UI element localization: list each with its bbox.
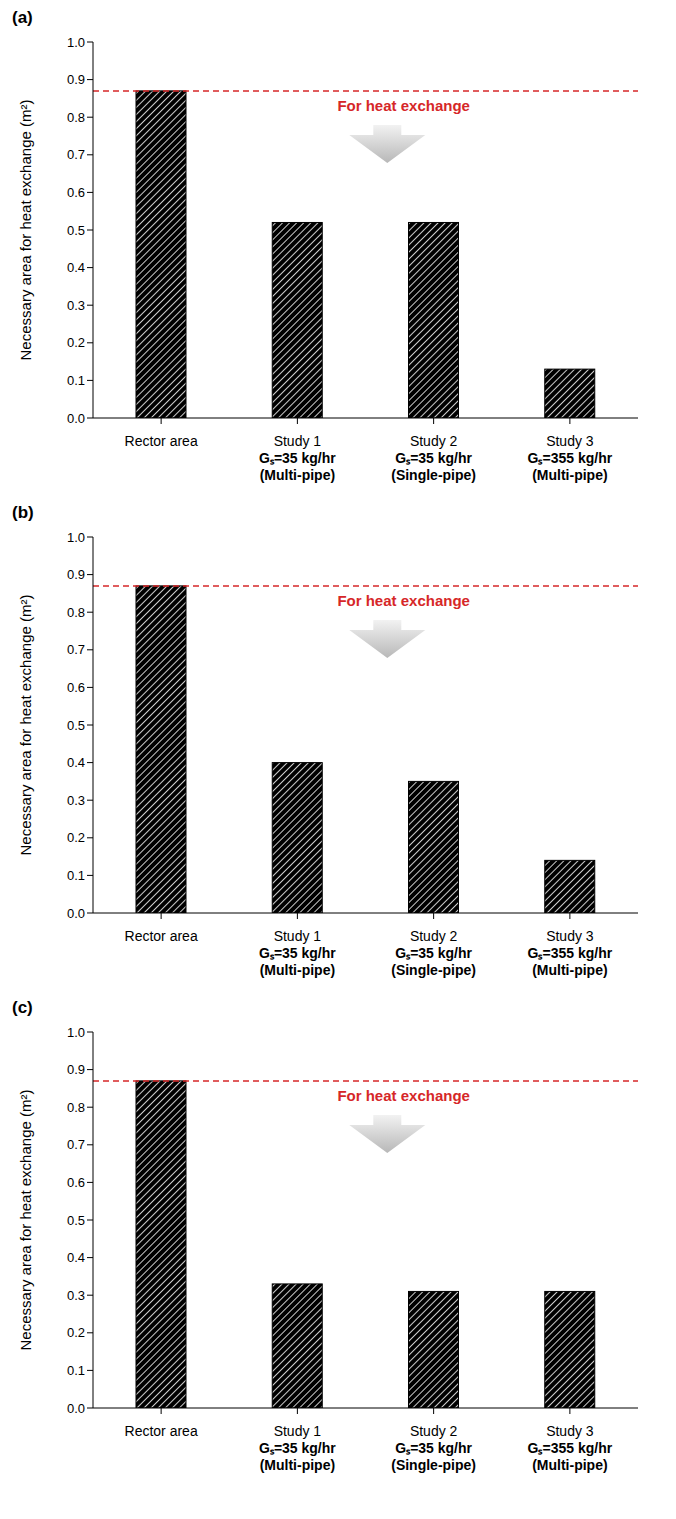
html-text:(b): (b) xyxy=(12,503,34,522)
svg-text:0.0: 0.0 xyxy=(67,906,85,921)
svg-text:0.2: 0.2 xyxy=(67,830,85,845)
svg-text:Study 3: Study 3 xyxy=(546,928,594,944)
svg-text:Study 1: Study 1 xyxy=(274,928,322,944)
svg-text:Gₛ=355 kg/hr: Gₛ=355 kg/hr xyxy=(528,945,613,961)
svg-text:Study 3: Study 3 xyxy=(546,433,594,449)
svg-text:0.3: 0.3 xyxy=(67,1288,85,1303)
svg-text:0.9: 0.9 xyxy=(67,1062,85,1077)
svg-text:Study 2: Study 2 xyxy=(410,928,458,944)
svg-text:0.1: 0.1 xyxy=(67,868,85,883)
svg-text:0.0: 0.0 xyxy=(67,411,85,426)
svg-text:0.7: 0.7 xyxy=(67,642,85,657)
svg-text:Gₛ=355 kg/hr: Gₛ=355 kg/hr xyxy=(528,1440,613,1456)
svg-text:Gₛ=35 kg/hr: Gₛ=35 kg/hr xyxy=(395,945,472,961)
svg-text:0.4: 0.4 xyxy=(67,260,85,275)
svg-text:Necessary area for heat exchan: Necessary area for heat exchange (m²) xyxy=(17,100,34,361)
svg-text:For heat exchange: For heat exchange xyxy=(337,592,470,609)
svg-text:Rector area: Rector area xyxy=(125,433,198,449)
svg-text:(Multi-pipe): (Multi-pipe) xyxy=(532,1457,607,1473)
svg-text:0.5: 0.5 xyxy=(67,718,85,733)
svg-text:0.9: 0.9 xyxy=(67,72,85,87)
svg-text:(Multi-pipe): (Multi-pipe) xyxy=(260,962,335,978)
svg-text:Gₛ=35 kg/hr: Gₛ=35 kg/hr xyxy=(395,1440,472,1456)
svg-text:Study 1: Study 1 xyxy=(274,1423,322,1439)
svg-text:Rector area: Rector area xyxy=(125,928,198,944)
svg-text:Gₛ=35 kg/hr: Gₛ=35 kg/hr xyxy=(259,1440,336,1456)
svg-text:For heat exchange: For heat exchange xyxy=(337,1087,470,1104)
svg-text:(Single-pipe): (Single-pipe) xyxy=(391,1457,476,1473)
svg-text:For heat exchange: For heat exchange xyxy=(337,97,470,114)
svg-text:0.1: 0.1 xyxy=(67,373,85,388)
svg-text:Gₛ=35 kg/hr: Gₛ=35 kg/hr xyxy=(395,450,472,466)
svg-text:0.5: 0.5 xyxy=(67,223,85,238)
svg-text:Study 2: Study 2 xyxy=(410,433,458,449)
svg-text:1.0: 1.0 xyxy=(67,530,85,545)
svg-text:0.2: 0.2 xyxy=(67,1325,85,1340)
svg-text:0.1: 0.1 xyxy=(67,1363,85,1378)
svg-text:Gₛ=35 kg/hr: Gₛ=35 kg/hr xyxy=(259,450,336,466)
svg-text:Necessary area for heat exchan: Necessary area for heat exchange (m²) xyxy=(17,1090,34,1351)
svg-text:(Multi-pipe): (Multi-pipe) xyxy=(532,962,607,978)
svg-text:0.6: 0.6 xyxy=(67,1175,85,1190)
html-text:(c): (c) xyxy=(12,998,33,1017)
svg-text:(Multi-pipe): (Multi-pipe) xyxy=(260,1457,335,1473)
svg-text:Study 2: Study 2 xyxy=(410,1423,458,1439)
svg-text:0.0: 0.0 xyxy=(67,1401,85,1416)
svg-text:Necessary area for heat exchan: Necessary area for heat exchange (m²) xyxy=(17,595,34,856)
svg-text:Gₛ=35 kg/hr: Gₛ=35 kg/hr xyxy=(259,945,336,961)
svg-text:Gₛ=355 kg/hr: Gₛ=355 kg/hr xyxy=(528,450,613,466)
svg-text:0.8: 0.8 xyxy=(67,1100,85,1115)
svg-text:0.2: 0.2 xyxy=(67,335,85,350)
html-text:(a): (a) xyxy=(12,8,33,27)
svg-text:1.0: 1.0 xyxy=(67,35,85,50)
svg-text:0.6: 0.6 xyxy=(67,680,85,695)
svg-text:(Single-pipe): (Single-pipe) xyxy=(391,962,476,978)
svg-text:0.7: 0.7 xyxy=(67,1137,85,1152)
svg-text:Rector area: Rector area xyxy=(125,1423,198,1439)
svg-text:1.0: 1.0 xyxy=(67,1025,85,1040)
svg-text:0.9: 0.9 xyxy=(67,567,85,582)
svg-text:(Multi-pipe): (Multi-pipe) xyxy=(260,467,335,483)
svg-text:0.3: 0.3 xyxy=(67,298,85,313)
svg-text:0.8: 0.8 xyxy=(67,110,85,125)
svg-text:0.4: 0.4 xyxy=(67,755,85,770)
svg-text:0.3: 0.3 xyxy=(67,793,85,808)
svg-text:0.7: 0.7 xyxy=(67,147,85,162)
svg-text:0.6: 0.6 xyxy=(67,185,85,200)
svg-text:0.4: 0.4 xyxy=(67,1250,85,1265)
svg-text:(Multi-pipe): (Multi-pipe) xyxy=(532,467,607,483)
svg-text:0.8: 0.8 xyxy=(67,605,85,620)
svg-text:0.5: 0.5 xyxy=(67,1213,85,1228)
svg-text:Study 3: Study 3 xyxy=(546,1423,594,1439)
svg-text:(Single-pipe): (Single-pipe) xyxy=(391,467,476,483)
svg-text:Study 1: Study 1 xyxy=(274,433,322,449)
